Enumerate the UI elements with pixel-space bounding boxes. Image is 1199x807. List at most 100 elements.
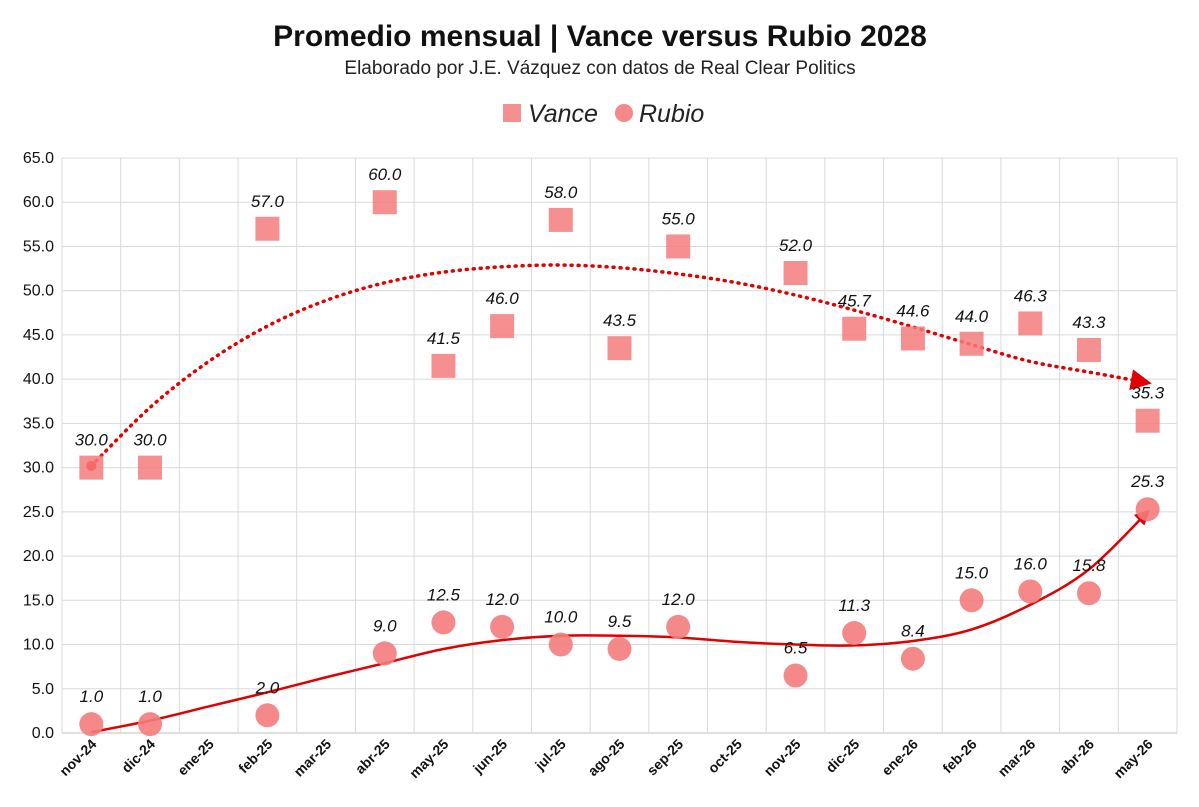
y-tick-label: 15.0 xyxy=(23,592,54,609)
rubio-data-label: 12.5 xyxy=(427,585,461,604)
x-tick-label: oct-25 xyxy=(705,736,746,777)
rubio-data-label: 2.0 xyxy=(255,678,280,697)
rubio-data-label: 11.3 xyxy=(838,596,870,615)
y-tick-label: 10.0 xyxy=(23,637,54,654)
rubio-data-label: 9.0 xyxy=(373,616,397,635)
vance-data-label: 57.0 xyxy=(251,192,285,211)
legend-vance-label: Vance xyxy=(528,100,598,128)
rubio-marker xyxy=(607,636,632,661)
rubio-marker xyxy=(431,610,456,635)
x-tick-label: mar-26 xyxy=(995,736,1039,780)
rubio-data-label: 9.5 xyxy=(608,612,632,631)
vance-marker xyxy=(1135,408,1160,433)
legend-rubio-label: Rubio xyxy=(639,100,704,128)
vance-marker xyxy=(842,316,867,341)
y-tick-label: 35.0 xyxy=(23,415,54,432)
vance-data-label: 35.3 xyxy=(1131,384,1165,403)
x-tick-label: sep-25 xyxy=(644,736,687,779)
vance-marker xyxy=(548,207,573,232)
y-tick-label: 50.0 xyxy=(23,283,54,300)
x-tick-label: feb-25 xyxy=(235,736,276,777)
legend-vance-marker xyxy=(503,104,521,122)
rubio-marker xyxy=(666,614,691,639)
vance-marker xyxy=(79,455,104,480)
x-tick-label: may-25 xyxy=(406,736,452,782)
rubio-marker xyxy=(372,641,397,666)
y-tick-label: 65.0 xyxy=(23,150,54,167)
rubio-data-label: 8.4 xyxy=(901,622,925,641)
x-tick-label: nov-25 xyxy=(760,736,803,779)
rubio-marker xyxy=(490,614,515,639)
chart-subtitle: Elaborado por J.E. Vázquez con datos de … xyxy=(344,58,855,79)
x-tick-label: ago-25 xyxy=(584,736,627,779)
vance-data-label: 44.6 xyxy=(896,301,930,320)
trendline-rubio xyxy=(91,509,1150,734)
y-tick-label: 25.0 xyxy=(23,504,54,521)
vance-marker xyxy=(783,261,808,285)
x-tick-label: dic-24 xyxy=(118,736,158,776)
x-axis-ticks: nov-24 dic-24 ene-25 feb-25 mar-25 abr-25 may-… xyxy=(56,736,1156,782)
y-tick-label: 30.0 xyxy=(23,460,54,477)
data-labels: 30.0 30.0 57.0 60.0 41.5 46.0 58.0 43.5 55.0 52.0… xyxy=(75,165,1165,706)
vance-marker xyxy=(490,314,515,339)
vance-data-label: 43.3 xyxy=(1072,313,1106,332)
rubio-data-label: 12.0 xyxy=(486,590,520,609)
y-tick-label: 40.0 xyxy=(23,371,54,388)
vance-marker xyxy=(372,190,397,215)
x-tick-label: abr-25 xyxy=(352,736,393,777)
vance-data-label: 46.0 xyxy=(486,289,520,308)
x-tick-label: nov-24 xyxy=(56,736,99,779)
rubio-data-label: 1.0 xyxy=(80,687,104,706)
rubio-data-label: 15.8 xyxy=(1072,556,1106,575)
vance-data-label: 55.0 xyxy=(662,209,696,228)
rubio-data-label: 16.0 xyxy=(1014,554,1048,573)
rubio-data-label: 25.3 xyxy=(1130,472,1165,491)
x-tick-label: abr-26 xyxy=(1056,736,1097,777)
vance-data-label: 60.0 xyxy=(368,165,402,184)
vance-data-label: 45.7 xyxy=(838,292,872,311)
rubio-data-label: 10.0 xyxy=(544,608,578,627)
rubio-data-label: 1.0 xyxy=(138,687,162,706)
vance-marker xyxy=(138,455,163,480)
rubio-marker xyxy=(1076,581,1101,606)
vance-data-label: 30.0 xyxy=(133,431,167,450)
rubio-marker xyxy=(842,621,867,646)
rubio-data-label: 12.0 xyxy=(662,590,696,609)
vance-data-label: 30.0 xyxy=(75,431,109,450)
vance-data-label: 52.0 xyxy=(779,236,813,255)
y-tick-label: 45.0 xyxy=(23,327,54,344)
y-tick-label: 0.0 xyxy=(32,725,54,742)
vance-data-label: 41.5 xyxy=(427,329,461,348)
vance-marker xyxy=(959,331,984,356)
rubio-marker xyxy=(1018,579,1043,604)
x-tick-label: dic-25 xyxy=(822,736,862,776)
rubio-marker xyxy=(1135,497,1160,522)
x-tick-label: feb-26 xyxy=(939,736,980,777)
y-tick-label: 60.0 xyxy=(23,194,54,211)
x-tick-label: ene-25 xyxy=(174,736,217,779)
y-tick-label: 55.0 xyxy=(23,238,54,255)
x-tick-label: jun-25 xyxy=(469,736,510,777)
vance-marker xyxy=(666,234,691,259)
rubio-data-label: 6.5 xyxy=(784,639,808,658)
vance-data-label: 58.0 xyxy=(544,183,578,202)
y-tick-label: 5.0 xyxy=(32,681,54,698)
data-marks xyxy=(79,190,1160,737)
rubio-data-label: 15.0 xyxy=(955,563,989,582)
x-tick-label: jul-25 xyxy=(531,736,569,774)
vance-marker xyxy=(255,216,280,241)
vance-marker xyxy=(1076,337,1101,362)
x-tick-label: ene-26 xyxy=(878,736,921,779)
rubio-marker xyxy=(783,663,808,688)
y-tick-label: 20.0 xyxy=(23,548,54,565)
chart-title: Promedio mensual | Vance versus Rubio 20… xyxy=(273,20,927,53)
vance-marker xyxy=(900,326,925,351)
vance-data-label: 46.3 xyxy=(1014,286,1048,305)
rubio-marker xyxy=(959,588,984,613)
rubio-marker xyxy=(79,712,104,737)
rubio-marker xyxy=(548,632,573,657)
legend-rubio-marker xyxy=(615,104,633,122)
x-tick-label: may-26 xyxy=(1110,736,1156,782)
rubio-marker xyxy=(900,646,925,671)
